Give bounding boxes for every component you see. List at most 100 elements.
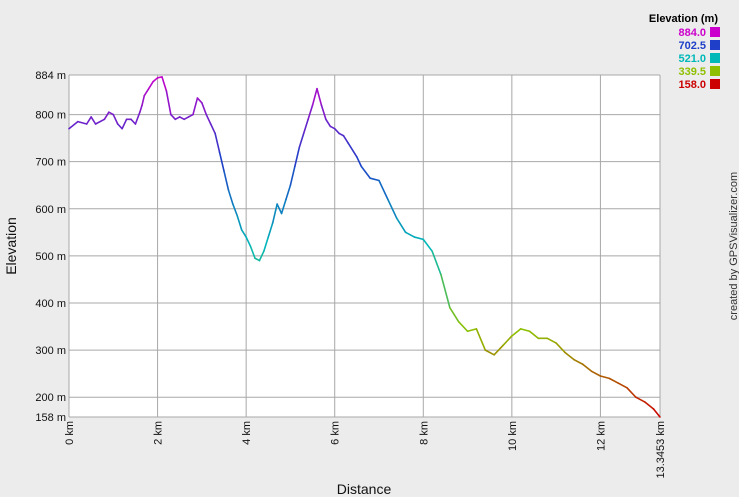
elevation-segment [302, 118, 309, 135]
y-axis-title: Elevation [3, 217, 19, 275]
legend-swatch [710, 66, 720, 76]
elevation-segment [590, 370, 602, 377]
elevation-segment [404, 231, 416, 238]
elevation-segment [457, 321, 469, 333]
elevation-segment [608, 377, 619, 384]
elevation-segment [466, 328, 478, 333]
elevation-segment [422, 238, 433, 252]
elevation-segment [360, 165, 371, 179]
elevation-segment [68, 120, 79, 130]
elevation-segment [205, 113, 212, 125]
elevation-segment [271, 203, 278, 224]
legend-value: 339.5 [678, 66, 706, 78]
elevation-segment [519, 328, 531, 333]
y-tick-label: 600 m [35, 204, 66, 216]
elevation-segment [223, 170, 230, 191]
elevation-segment [325, 118, 332, 128]
elevation-segment [254, 257, 261, 262]
elevation-segment [192, 97, 199, 116]
elevation-segment [599, 375, 611, 380]
elevation-segment [240, 229, 247, 238]
elevation-segment [280, 198, 287, 215]
elevation-segment [258, 250, 265, 262]
elevation-segment [165, 90, 172, 116]
elevation-segment [183, 116, 190, 121]
elevation-segment [130, 118, 137, 125]
legend-swatch [710, 40, 720, 50]
elevation-segment [635, 396, 646, 403]
elevation-segment [116, 123, 123, 130]
legend-swatch [710, 79, 720, 89]
elevation-segment [249, 245, 256, 260]
elevation-segment [285, 184, 292, 201]
elevation-segment [511, 328, 522, 337]
elevation-segment [564, 351, 575, 361]
credit-text: created by GPSVisualizer.com [728, 172, 739, 320]
elevation-segment [475, 328, 487, 351]
elevation-segment [329, 125, 336, 130]
elevation-segment [294, 146, 301, 168]
elevation-segment [617, 382, 628, 389]
elevation-segment [209, 123, 216, 135]
y-tick-label: 884 m [35, 70, 66, 82]
elevation-segment [316, 87, 323, 106]
elevation-segment [440, 273, 451, 309]
elevation-segment [245, 236, 252, 248]
x-tick-label: 2 km [153, 421, 165, 445]
elevation-segment [77, 120, 88, 125]
x-tick-label: 12 km [595, 421, 607, 451]
x-axis-ticks: 0 km 2 km 4 km 6 km 8 km 10 km 12 km 13.3453 km [64, 421, 667, 478]
x-tick-label: 8 km [418, 421, 430, 445]
elevation-segment [333, 127, 340, 135]
elevation-segment [449, 306, 460, 323]
elevation-segment [356, 156, 363, 168]
elevation-segment [236, 215, 243, 231]
elevation-segment [276, 203, 283, 215]
elevation-segment [267, 222, 274, 238]
y-tick-label: 700 m [35, 157, 66, 169]
elevation-segment [152, 77, 159, 83]
elevation-segment [413, 236, 425, 241]
elevation-segment [555, 342, 566, 354]
legend-title: Elevation (m) [649, 13, 718, 25]
elevation-segment [652, 408, 661, 418]
elevation-segment [320, 104, 327, 121]
y-tick-label: 300 m [35, 345, 66, 357]
elevation-segment [94, 118, 106, 125]
elevation-segment [573, 358, 584, 366]
x-axis-title: Distance [337, 481, 392, 497]
elevation-segment [112, 113, 119, 125]
elevation-segment [378, 179, 389, 201]
elevation-segment [218, 151, 225, 172]
elevation-segment [174, 116, 181, 121]
y-tick-label: 158 m [35, 412, 66, 424]
elevation-segment [347, 142, 358, 158]
elevation-segment [178, 116, 185, 121]
y-axis-ticks: 884 m 800 m 700 m 600 m 500 m 400 m 300 m 200 m… [35, 70, 66, 424]
elevation-segment [141, 94, 146, 106]
legend-value: 158.0 [678, 79, 706, 91]
elevation-segment [342, 134, 349, 144]
elevation-segment [134, 111, 141, 125]
elevation-segment [147, 80, 154, 90]
elevation-segment [493, 344, 504, 356]
elevation-segment [143, 87, 150, 97]
legend-swatch [710, 27, 720, 37]
elevation-segment [581, 363, 593, 373]
y-tick-label: 800 m [35, 110, 66, 122]
elevation-segment [431, 250, 442, 276]
elevation-segment [214, 132, 221, 154]
elevation-segment [546, 337, 557, 344]
elevation-segment [298, 132, 305, 149]
elevation-segment [170, 113, 177, 121]
legend-value: 521.0 [678, 53, 706, 65]
x-tick-label: 10 km [507, 421, 519, 451]
y-tick-label: 500 m [35, 251, 66, 263]
x-tick-label: 6 km [330, 421, 342, 445]
elevation-segment [227, 189, 234, 205]
elevation-segment [307, 104, 314, 121]
elevation-segment [643, 401, 655, 410]
elevation-segment [121, 118, 128, 130]
x-tick-label: 0 km [64, 421, 76, 445]
